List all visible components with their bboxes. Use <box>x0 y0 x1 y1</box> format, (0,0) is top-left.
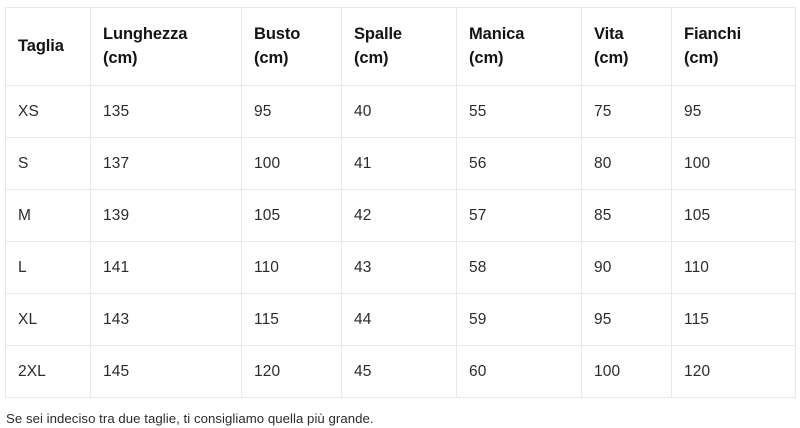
cell-fianchi: 120 <box>671 345 796 398</box>
column-header-label: Spalle <box>354 25 403 44</box>
cell-fianchi: 110 <box>671 241 796 294</box>
size-chart-table: Taglia Lunghezza (cm) Busto (cm) Spalle (cm) Ma… <box>5 7 796 398</box>
cell-spalle: 42 <box>341 189 457 242</box>
cell-lung: 141 <box>90 241 242 294</box>
column-header-unit: (cm) <box>254 48 289 67</box>
column-header-label: Vita <box>594 25 624 44</box>
column-header-unit: (cm) <box>469 48 504 67</box>
cell-vita: 80 <box>581 137 672 190</box>
column-header-spalle: Spalle (cm) <box>341 7 457 86</box>
cell-manica: 60 <box>456 345 582 398</box>
cell-vita: 85 <box>581 189 672 242</box>
cell-vita: 90 <box>581 241 672 294</box>
column-header-label: Manica <box>469 25 525 44</box>
column-header-label: Taglia <box>18 36 64 55</box>
column-header-busto: Busto (cm) <box>241 7 342 86</box>
cell-taglia: L <box>5 241 91 294</box>
column-header-unit: (cm) <box>594 48 629 67</box>
cell-taglia: 2XL <box>5 345 91 398</box>
column-header-label: Lunghezza <box>103 25 188 44</box>
cell-lung: 143 <box>90 293 242 346</box>
cell-taglia: XL <box>5 293 91 346</box>
cell-vita: 95 <box>581 293 672 346</box>
cell-manica: 57 <box>456 189 582 242</box>
cell-taglia: M <box>5 189 91 242</box>
cell-busto: 115 <box>241 293 342 346</box>
table-header-row: Taglia Lunghezza (cm) Busto (cm) Spalle (cm) Ma… <box>5 7 796 86</box>
cell-lung: 137 <box>90 137 242 190</box>
column-header-vita: Vita (cm) <box>581 7 672 86</box>
cell-lung: 135 <box>90 85 242 138</box>
table-header: Taglia Lunghezza (cm) Busto (cm) Spalle (cm) Ma… <box>5 7 796 86</box>
cell-manica: 59 <box>456 293 582 346</box>
table-row: L 141 110 43 58 90 110 <box>5 241 796 294</box>
cell-taglia: S <box>5 137 91 190</box>
column-header-fianchi: Fianchi (cm) <box>671 7 796 86</box>
column-header-lung: Lunghezza (cm) <box>90 7 242 86</box>
cell-lung: 139 <box>90 189 242 242</box>
cell-spalle: 43 <box>341 241 457 294</box>
cell-manica: 58 <box>456 241 582 294</box>
cell-lung: 145 <box>90 345 242 398</box>
cell-busto: 105 <box>241 189 342 242</box>
cell-vita: 100 <box>581 345 672 398</box>
table-row: XS 135 95 40 55 75 95 <box>5 85 796 138</box>
table-row: M 139 105 42 57 85 105 <box>5 189 796 242</box>
cell-fianchi: 115 <box>671 293 796 346</box>
column-header-unit: (cm) <box>354 48 389 67</box>
table-row: 2XL 145 120 45 60 100 120 <box>5 345 796 398</box>
column-header-label: Busto <box>254 25 301 44</box>
column-header-unit: (cm) <box>684 48 719 67</box>
column-header-unit: (cm) <box>103 48 138 67</box>
table-row: S 137 100 41 56 80 100 <box>5 137 796 190</box>
cell-busto: 110 <box>241 241 342 294</box>
cell-manica: 55 <box>456 85 582 138</box>
cell-fianchi: 100 <box>671 137 796 190</box>
column-header-manica: Manica (cm) <box>456 7 582 86</box>
cell-busto: 100 <box>241 137 342 190</box>
cell-spalle: 45 <box>341 345 457 398</box>
cell-spalle: 40 <box>341 85 457 138</box>
table-body: XS 135 95 40 55 75 95 S 137 100 41 56 80 100 M 139 105 42… <box>5 85 796 398</box>
size-advice-note: Se sei indeciso tra due taglie, ti consi… <box>6 411 374 426</box>
column-header-label: Fianchi <box>684 25 742 44</box>
cell-busto: 120 <box>241 345 342 398</box>
cell-manica: 56 <box>456 137 582 190</box>
cell-vita: 75 <box>581 85 672 138</box>
cell-spalle: 44 <box>341 293 457 346</box>
cell-busto: 95 <box>241 85 342 138</box>
cell-fianchi: 95 <box>671 85 796 138</box>
cell-fianchi: 105 <box>671 189 796 242</box>
cell-spalle: 41 <box>341 137 457 190</box>
cell-taglia: XS <box>5 85 91 138</box>
column-header-taglia: Taglia <box>5 7 91 86</box>
table-row: XL 143 115 44 59 95 115 <box>5 293 796 346</box>
